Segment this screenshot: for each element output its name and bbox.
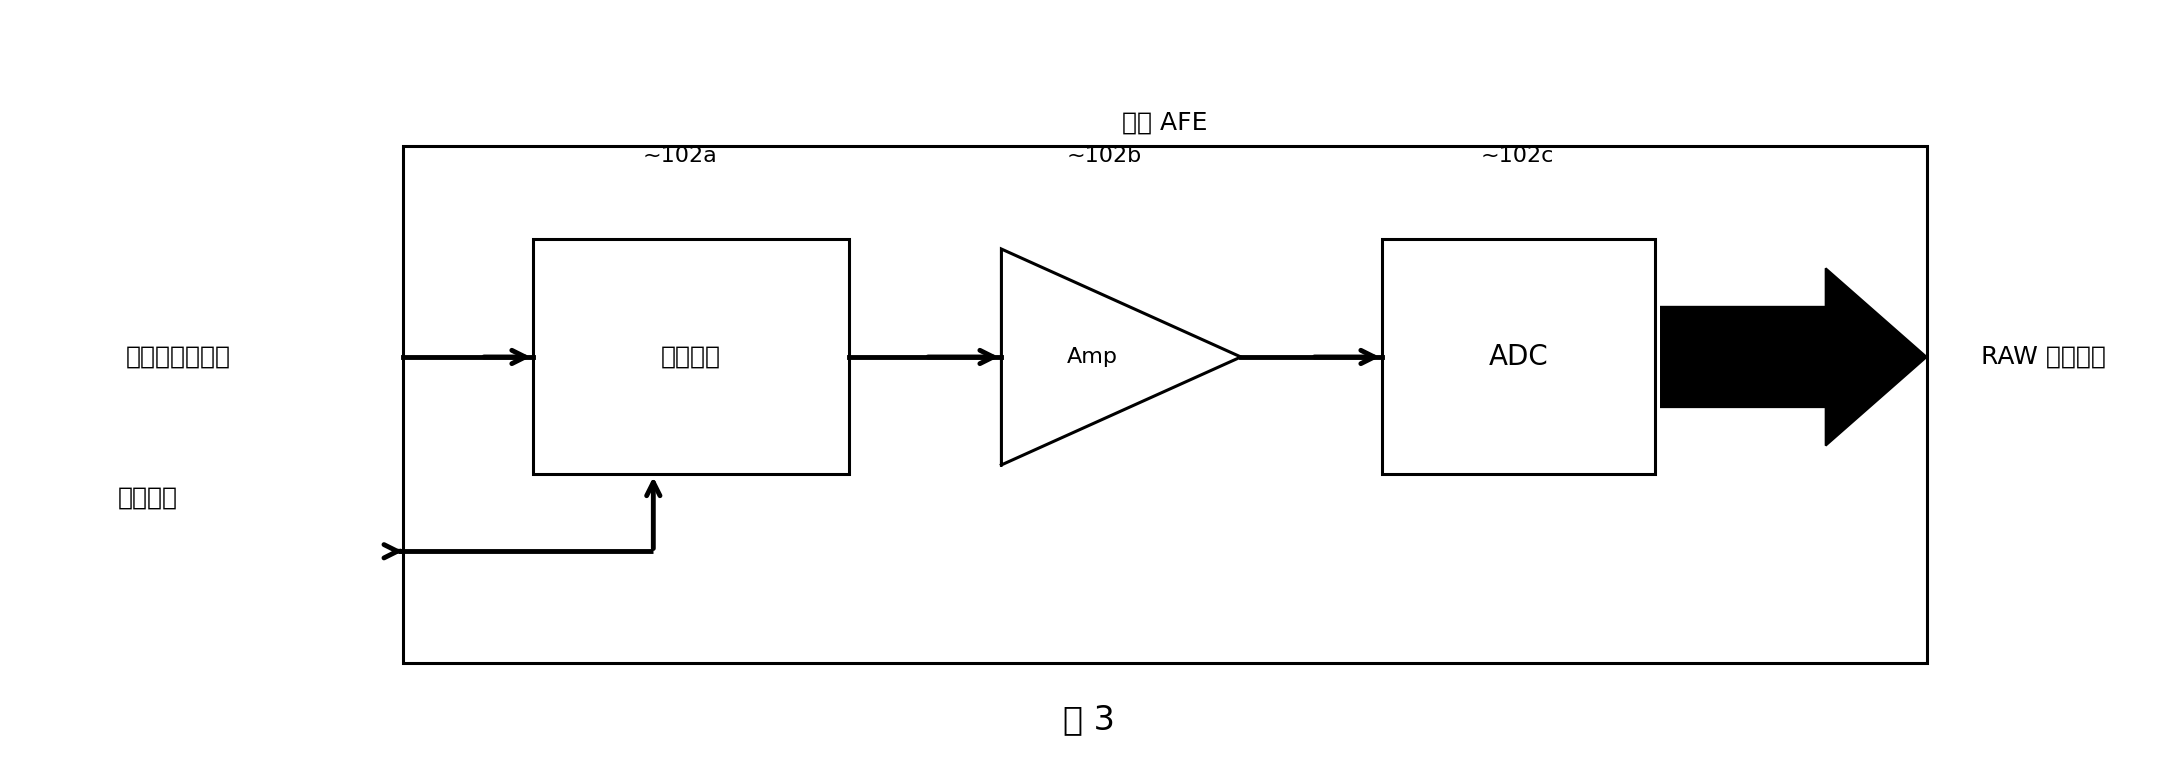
Text: Amp: Amp [1067,347,1119,367]
Bar [403,146,1927,663]
Text: ADC: ADC [1489,342,1548,371]
Text: 钓位电路: 钓位电路 [662,345,721,369]
Text: ~102b: ~102b [1067,146,1143,166]
Text: RAW 数字输出: RAW 数字输出 [1981,345,2105,369]
Text: 钓位电平: 钓位电平 [118,485,179,510]
Text: ~102a: ~102a [642,146,716,166]
Bar [533,239,849,474]
Text: 传感器模拟输出: 传感器模拟输出 [126,345,231,369]
Bar [1382,239,1655,474]
Polygon shape [1661,268,1927,446]
Text: 图 3: 图 3 [1062,703,1115,736]
Text: ~102c: ~102c [1480,146,1554,166]
Text: 第一 AFE: 第一 AFE [1121,111,1208,135]
